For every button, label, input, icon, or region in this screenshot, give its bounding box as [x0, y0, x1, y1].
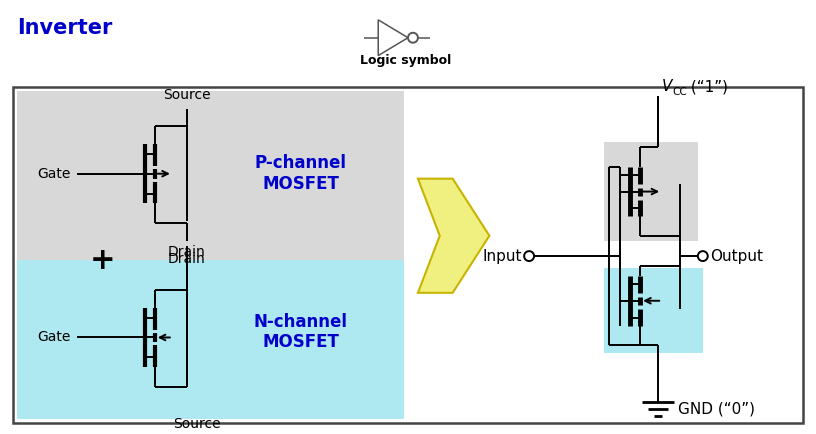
Text: +: + [90, 246, 115, 275]
Circle shape [524, 251, 534, 261]
Text: Input: Input [482, 249, 522, 263]
Text: Source: Source [173, 417, 220, 431]
Bar [604, 142, 698, 241]
Text: GND (“0”): GND (“0”) [678, 401, 755, 417]
Text: Gate: Gate [38, 167, 70, 181]
Text: (“1”): (“1”) [686, 79, 728, 94]
Text: V: V [662, 79, 672, 94]
Text: CC: CC [672, 87, 687, 97]
Text: Drain: Drain [168, 245, 206, 259]
Text: Inverter: Inverter [17, 18, 113, 38]
Text: Source: Source [163, 88, 211, 102]
Text: P-channel
MOSFET: P-channel MOSFET [255, 154, 347, 193]
Text: Logic symbol: Logic symbol [361, 54, 451, 66]
Bar [13, 87, 803, 423]
Circle shape [698, 251, 707, 261]
Bar [604, 268, 703, 353]
Text: Drain: Drain [168, 252, 206, 266]
Text: N-channel
MOSFET: N-channel MOSFET [254, 312, 348, 352]
Text: Output: Output [710, 249, 763, 263]
Bar [17, 260, 404, 419]
Polygon shape [418, 179, 490, 293]
Text: Gate: Gate [38, 330, 70, 345]
Bar [17, 91, 404, 260]
Circle shape [408, 33, 418, 43]
